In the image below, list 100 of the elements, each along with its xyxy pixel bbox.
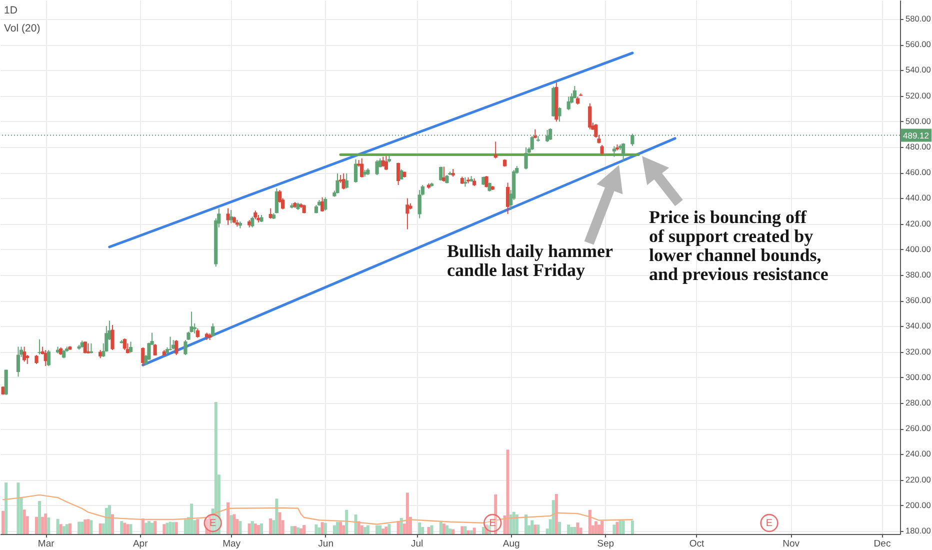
bar (345, 510, 348, 534)
candlestick (184, 340, 188, 356)
annotation: Bullish daily hammer candle last Friday (447, 241, 614, 280)
candlestick (524, 146, 528, 170)
bar (254, 523, 257, 534)
candlestick (86, 342, 90, 354)
bar (80, 522, 84, 534)
bar (332, 525, 336, 534)
bar (65, 524, 68, 534)
y-tick-label: 440.00 (906, 192, 932, 203)
x-tick-label: Oct (689, 538, 705, 550)
bar (567, 524, 570, 534)
bar (166, 522, 169, 534)
bar (472, 528, 476, 534)
bar (573, 527, 576, 534)
bar (554, 494, 558, 534)
bar (84, 519, 87, 534)
bar (214, 402, 218, 534)
bar (98, 523, 102, 534)
y-tick-label: 280.00 (906, 398, 932, 408)
bar (430, 525, 434, 534)
bar (250, 521, 254, 534)
bar (378, 525, 382, 534)
bar (445, 525, 448, 534)
chart-title: 1D (4, 4, 18, 16)
candlestick (600, 144, 604, 156)
bar (184, 519, 187, 534)
candlestick (226, 208, 230, 226)
bar (108, 504, 111, 534)
bar (129, 524, 132, 534)
bar (68, 523, 72, 534)
candlestick (484, 176, 488, 188)
candlestick (126, 342, 130, 354)
bar (427, 527, 430, 534)
bar (616, 522, 619, 534)
bar (44, 514, 48, 534)
bar (190, 504, 194, 534)
candlestick (360, 158, 364, 178)
bar (534, 524, 537, 534)
y-tick-label: 340.00 (906, 320, 932, 331)
annotation: E (210, 518, 216, 529)
candlestick (128, 341, 133, 354)
bar (360, 525, 364, 534)
bar (111, 514, 114, 534)
bar (174, 522, 178, 534)
annotation: E (766, 518, 773, 529)
candlestick (439, 166, 443, 182)
bar (144, 522, 148, 534)
bar (226, 502, 230, 534)
x-tick-label: May (222, 538, 241, 550)
candlestick (384, 156, 388, 171)
bar (230, 515, 233, 534)
bar (302, 525, 306, 534)
bar (78, 522, 81, 534)
bar (354, 514, 358, 534)
y-tick-label: 240.00 (906, 448, 932, 459)
candlestick (211, 322, 215, 338)
bar (59, 524, 62, 534)
bar (366, 525, 370, 534)
candlestick (324, 196, 328, 212)
bar (588, 510, 592, 534)
bar (506, 450, 510, 534)
bar (363, 527, 366, 534)
bar (196, 519, 200, 534)
y-tick-label: 200.00 (906, 500, 932, 510)
candlestick (174, 340, 178, 356)
bar (594, 521, 598, 534)
bar (376, 525, 379, 534)
x-tick-label: Aug (502, 538, 520, 550)
bar (488, 525, 492, 534)
chart-title: Vol (20) (4, 22, 40, 34)
bar (293, 526, 296, 534)
bar (552, 500, 555, 534)
y-tick-label: 520.00 (906, 90, 932, 100)
ref-line-label: 489.12 (903, 130, 930, 140)
y-tick-label: 400.00 (906, 244, 932, 254)
candlestick (463, 176, 468, 188)
candlestick (192, 322, 196, 334)
bar (400, 518, 403, 534)
candlestick (406, 198, 410, 230)
candlestick (396, 162, 400, 186)
candlestick (83, 341, 87, 354)
bar (275, 498, 278, 534)
bar (248, 523, 251, 534)
y-tick-label: 540.00 (906, 64, 932, 75)
bar (269, 518, 272, 534)
bar (612, 524, 616, 534)
bar (494, 494, 498, 534)
candlestick (418, 189, 422, 219)
bar (382, 528, 385, 534)
candlestick (153, 344, 157, 356)
candlestick (336, 172, 340, 194)
bar (123, 522, 126, 534)
y-tick-label: 420.00 (906, 218, 932, 228)
bar (630, 520, 634, 534)
bar (515, 514, 518, 534)
bar (618, 520, 622, 534)
candlestick (141, 346, 145, 367)
bar (320, 522, 324, 534)
candlestick (89, 342, 94, 354)
